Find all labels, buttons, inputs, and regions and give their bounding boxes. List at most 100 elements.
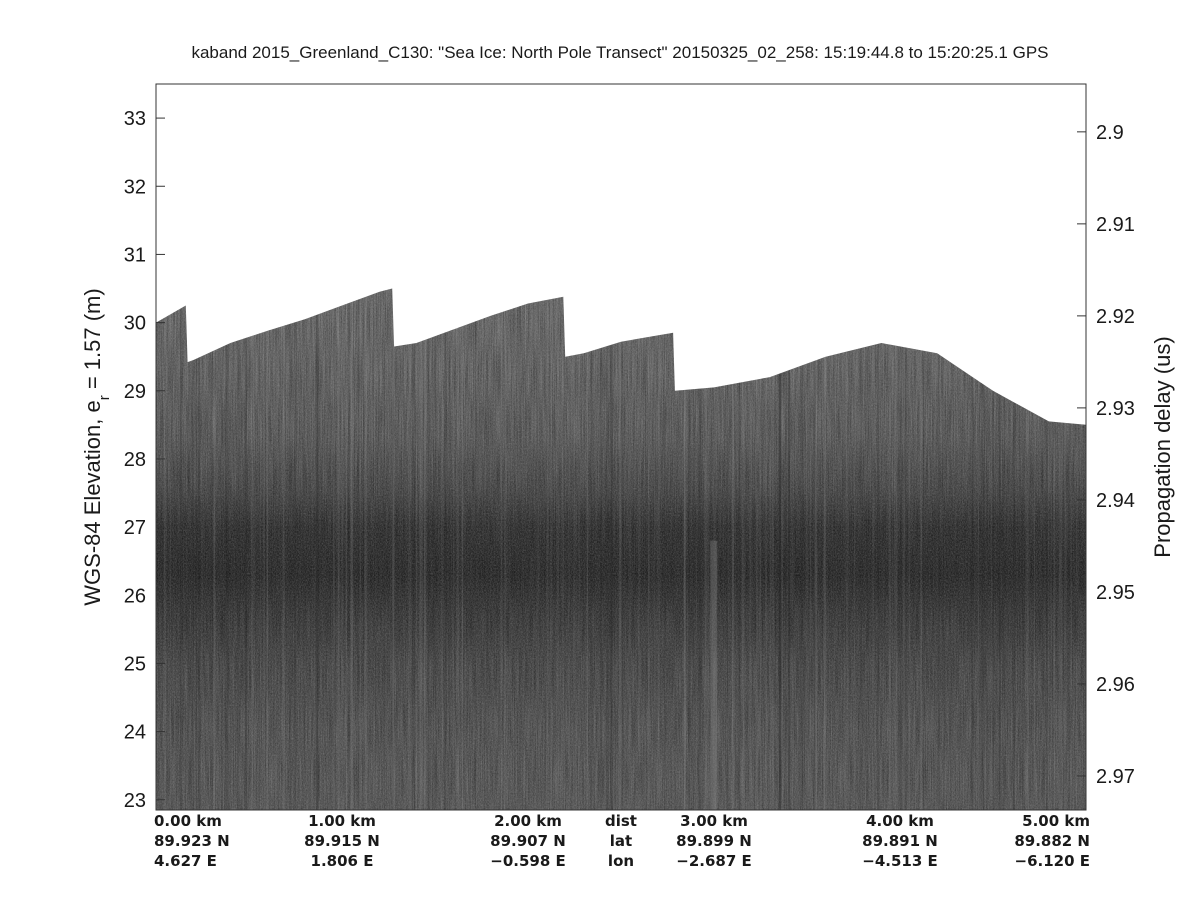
right-tick-label: 2.93 bbox=[1096, 398, 1135, 420]
echogram-bright-column bbox=[710, 540, 718, 810]
right-tick-label: 2.96 bbox=[1096, 674, 1135, 696]
echogram-streak bbox=[653, 84, 655, 810]
echogram-streak bbox=[657, 84, 660, 810]
echogram-streak bbox=[771, 84, 774, 810]
echogram-streak bbox=[586, 84, 588, 810]
echogram-streak bbox=[980, 84, 983, 810]
echogram-streak bbox=[246, 84, 247, 810]
echogram-streak bbox=[894, 84, 896, 810]
echogram-streak bbox=[312, 84, 313, 810]
echogram-streak bbox=[790, 84, 792, 810]
echogram-streak bbox=[452, 84, 454, 810]
echogram-streak bbox=[892, 84, 894, 810]
echogram-streak bbox=[712, 84, 714, 810]
echogram-streak bbox=[264, 84, 267, 810]
echogram-streak bbox=[846, 84, 849, 810]
echogram-streak bbox=[573, 84, 575, 810]
right-axis: 2.9 2.91 2.92 2.93 2.94 2.95 2.96 2.97 bbox=[1077, 122, 1135, 788]
echogram-streak bbox=[424, 84, 427, 810]
echogram-streak bbox=[547, 84, 549, 810]
echogram-streak bbox=[449, 84, 451, 810]
bottom-dist-label: 0.00 km bbox=[154, 812, 222, 830]
echogram-streak bbox=[699, 84, 702, 810]
echogram-streak bbox=[628, 84, 631, 810]
echogram-streak bbox=[267, 84, 268, 810]
echogram-streak bbox=[259, 84, 262, 810]
right-tick-label: 2.91 bbox=[1096, 214, 1135, 236]
bottom-lon-label: −0.598 E bbox=[490, 852, 565, 870]
plot-frame bbox=[155, 83, 1087, 811]
echogram-streak bbox=[644, 84, 648, 810]
echogram-streak bbox=[800, 84, 803, 810]
left-tick-label: 23 bbox=[124, 790, 146, 812]
echogram-streak bbox=[1053, 84, 1056, 810]
echogram-streak bbox=[259, 84, 260, 810]
echogram-streak bbox=[706, 84, 709, 810]
echogram-streak bbox=[890, 84, 892, 810]
echogram-streak bbox=[949, 84, 952, 810]
echogram-streak bbox=[595, 84, 597, 810]
echogram-streak bbox=[364, 84, 365, 810]
echogram-streak bbox=[390, 84, 392, 810]
echogram-streak bbox=[413, 84, 416, 810]
echogram-streak bbox=[378, 84, 379, 810]
echogram-streak bbox=[423, 84, 426, 810]
echogram-streak bbox=[619, 84, 622, 810]
echogram-streak bbox=[157, 84, 160, 810]
echogram-streak bbox=[620, 84, 623, 810]
echogram-streak bbox=[705, 84, 707, 810]
echogram-streak bbox=[544, 84, 548, 810]
bottom-lat-label: 89.882 N bbox=[1014, 832, 1090, 850]
echogram-streak bbox=[663, 84, 665, 810]
echogram-streak bbox=[769, 84, 771, 810]
echogram-streak bbox=[778, 84, 782, 810]
echogram-streak bbox=[904, 84, 906, 810]
echogram-streak bbox=[474, 84, 477, 810]
echogram-streak bbox=[654, 84, 657, 810]
y-axis-label-left: WGS-84 Elevation, er = 1.57 (m) bbox=[80, 288, 113, 605]
echogram-streak bbox=[167, 84, 168, 810]
echogram-streak bbox=[187, 84, 191, 810]
echogram-streak bbox=[732, 84, 735, 810]
bottom-dist-label: 3.00 km bbox=[680, 812, 748, 830]
echogram-streak bbox=[806, 84, 808, 810]
echogram-streak bbox=[549, 84, 552, 810]
echogram-streak bbox=[432, 84, 436, 810]
echogram-streak bbox=[1059, 84, 1062, 810]
echogram-streak bbox=[408, 84, 410, 810]
echogram-streak bbox=[714, 84, 716, 810]
echogram-streak bbox=[621, 84, 624, 810]
echogram-streak bbox=[727, 84, 730, 810]
echogram-streak bbox=[329, 84, 331, 810]
echogram-streak bbox=[991, 84, 994, 810]
echogram-streak bbox=[1058, 84, 1062, 810]
echogram-streak bbox=[810, 84, 812, 810]
y-axis-label-right: Propagation delay (us) bbox=[1150, 336, 1175, 557]
echogram-streak bbox=[195, 84, 198, 810]
echogram-streak bbox=[486, 84, 489, 810]
echogram-streak bbox=[318, 84, 320, 810]
echogram-streak bbox=[696, 84, 697, 810]
echogram-streak bbox=[1065, 84, 1068, 810]
echogram-streak bbox=[578, 84, 581, 810]
bottom-dist-label: 1.00 km bbox=[308, 812, 376, 830]
echogram-streak bbox=[171, 84, 173, 810]
echogram-streak bbox=[545, 84, 548, 810]
echogram-streak bbox=[996, 84, 998, 810]
echogram-streak bbox=[341, 84, 344, 810]
echogram-streak bbox=[848, 84, 851, 810]
echogram-streak bbox=[303, 84, 305, 810]
echogram-streak bbox=[316, 84, 318, 810]
echogram-streak bbox=[844, 84, 846, 810]
echogram-streak bbox=[383, 84, 385, 810]
echogram-streak bbox=[423, 84, 425, 810]
echogram-streak bbox=[333, 84, 335, 810]
echogram-streak bbox=[294, 84, 297, 810]
echogram-streak bbox=[326, 84, 328, 810]
echogram-streak bbox=[692, 84, 694, 810]
echogram-streak bbox=[779, 84, 782, 810]
echogram-streak bbox=[846, 84, 848, 810]
echogram-streak bbox=[920, 84, 923, 810]
echogram-streak bbox=[396, 84, 398, 810]
left-axis: 23 24 25 26 27 28 29 30 31 32 33 bbox=[124, 108, 165, 812]
